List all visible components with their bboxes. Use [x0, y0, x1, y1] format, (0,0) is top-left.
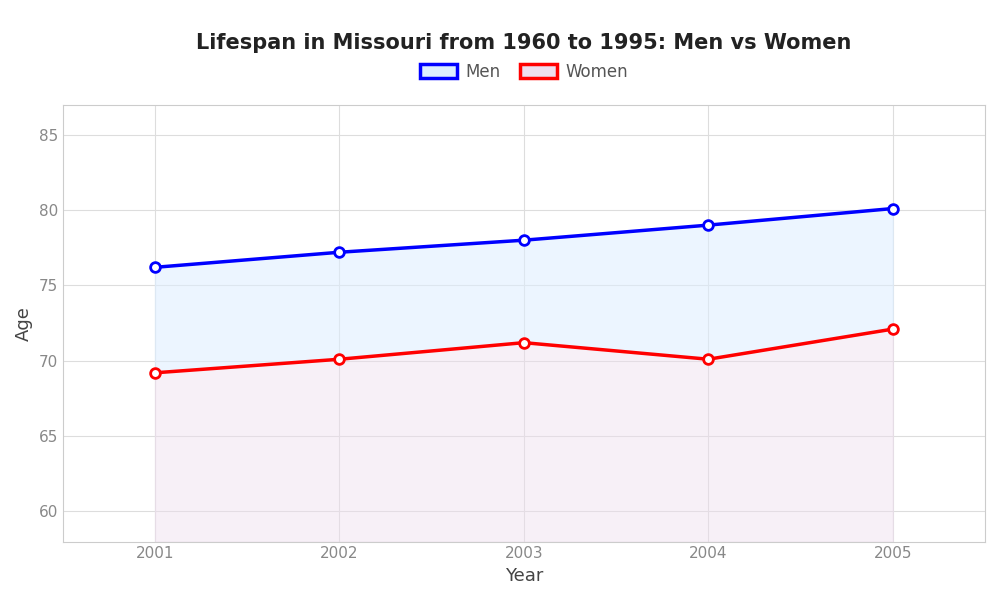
- X-axis label: Year: Year: [505, 567, 543, 585]
- Title: Lifespan in Missouri from 1960 to 1995: Men vs Women: Lifespan in Missouri from 1960 to 1995: …: [196, 33, 852, 53]
- Y-axis label: Age: Age: [15, 305, 33, 341]
- Legend: Men, Women: Men, Women: [413, 56, 634, 88]
